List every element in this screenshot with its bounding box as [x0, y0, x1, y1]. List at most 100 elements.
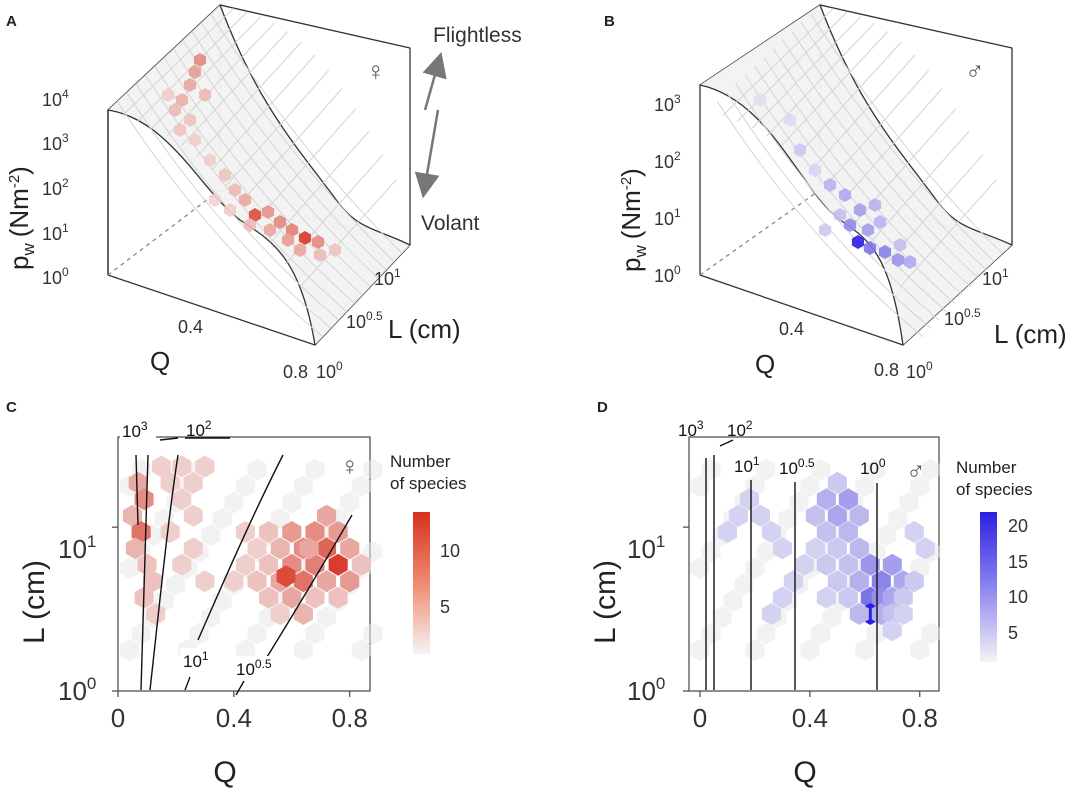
d-legend-colorbar [980, 512, 997, 662]
hexD-bg-hex-17 [756, 458, 776, 481]
arrow-up [422, 51, 447, 111]
hexA-hex-27 [208, 193, 222, 207]
gridA-line-b-6 [196, 41, 302, 158]
gridB-line-a-10 [800, 22, 995, 263]
hexC-hex-1 [134, 488, 154, 511]
panel-a-label: A [6, 13, 17, 30]
hexA-hex-20 [281, 233, 295, 247]
hexA-hex-14 [248, 208, 262, 222]
hexC-bg-hex-42 [317, 606, 337, 629]
hexC-bg-hex-19 [201, 524, 221, 547]
hexB-hex-3 [838, 188, 852, 202]
d-legend-title-2: of species [956, 480, 1033, 499]
hexC-hex-43 [328, 586, 348, 609]
panel-a-hexbins [161, 53, 342, 262]
hexC-hex-41 [305, 586, 325, 609]
hexA-hex-15 [261, 205, 275, 219]
b-l-axis-label: L (cm) [994, 319, 1067, 349]
hexA-hex-21 [263, 223, 277, 237]
d-contour-f [719, 439, 734, 447]
hexD-bg-hex-10 [734, 573, 754, 596]
gridB-line-b-1 [722, 7, 834, 116]
hexA-hex-8 [173, 123, 187, 137]
hexC-bg-hex-27 [247, 622, 267, 645]
hexC-bg-hex-53 [363, 458, 383, 481]
c-contour-b [140, 454, 149, 691]
hexC-hex-31 [293, 570, 313, 593]
hexC-hex-18 [195, 570, 215, 593]
hexC-hex-22 [282, 521, 302, 543]
hexC-hex-20 [259, 521, 279, 543]
c-female-symbol: ♀ [340, 451, 360, 481]
hexA-hex-5 [168, 103, 182, 117]
axisC-xtick-label-1: 0.4 [216, 703, 252, 733]
hexC-hex-40 [293, 603, 313, 625]
gridB-line-b-3 [752, 16, 862, 129]
hexC-hex-27 [340, 537, 360, 560]
gridA-line-b-13 [299, 179, 397, 288]
hexC-bg-hex-50 [351, 475, 371, 498]
hexA-hex-4 [175, 93, 189, 107]
a-z-axis-label: pw(Nm-2) [4, 166, 38, 270]
gridB-line-b-5 [781, 31, 889, 146]
gridB-line-b-11 [870, 130, 970, 243]
hexD-hex-28 [783, 570, 803, 593]
hexD-bg-hex-53 [921, 458, 941, 481]
hexD-hex-7 [838, 521, 858, 543]
hexD-hex-31 [750, 504, 770, 527]
hexA-hex-10 [203, 153, 217, 167]
panel-c: C 103 102 101 100.5 ♀ 0 0.4 0.8 101 100 L … [6, 399, 467, 788]
d-ytick-1: 100 [627, 674, 665, 706]
gridB-line-b-8 [825, 70, 929, 186]
c-contour-d [197, 454, 284, 641]
hexC-hex-47 [247, 537, 267, 560]
hexD-hex-0 [816, 488, 836, 511]
hexD-hex-34 [717, 521, 737, 543]
panel-d-axes: 0 0.4 0.8 [683, 526, 938, 733]
hexC-hex-13 [195, 455, 215, 478]
c-y-axis-label: L (cm) [18, 560, 51, 644]
gridB-line-a-1 [716, 101, 924, 338]
b-z-axis-label: pw(Nm-2) [616, 168, 650, 272]
d-y-axis-label: L (cm) [589, 560, 622, 644]
hexC-hex-33 [317, 537, 337, 560]
hexD-bg-hex-30 [822, 606, 842, 629]
hexC-hex-36 [247, 570, 267, 593]
hexD-bg-hex-13 [745, 557, 765, 580]
hexB-hex-9 [878, 245, 892, 259]
d-x-axis-label: Q [793, 756, 816, 788]
c-contour-h [159, 437, 230, 441]
panel-a: A 100 101 102 103 104 pw(Nm-2) 0.4 0.8 [4, 4, 522, 382]
volant-label: Volant [421, 212, 480, 235]
d-contour-label-100: 102 [727, 418, 753, 440]
c-ytick-1: 100 [58, 674, 96, 706]
a-qtick-0: 0.4 [178, 317, 203, 337]
c-contour-f [184, 676, 191, 691]
hexB-hex-12 [861, 223, 875, 237]
b-ltick-0: 100 [906, 359, 933, 382]
hexC-bg-hex-10 [166, 573, 186, 596]
hexC-hex-9 [151, 455, 171, 478]
hexB-hex-8 [863, 241, 877, 255]
hexD-bg-hex-39 [866, 622, 886, 645]
hexD-bg-hex-50 [910, 475, 930, 498]
hexB-hex-5 [868, 198, 882, 212]
gridB-line-b-9 [840, 88, 943, 203]
b-ztick-0: 100 [654, 263, 681, 286]
c-contour-label-10: 101 [183, 649, 209, 671]
hexD-bg-hex-41 [866, 458, 886, 481]
gridB-line-a-7 [772, 48, 971, 288]
hexC-bg-hex-33 [270, 507, 290, 530]
c-label-bg-1 [120, 418, 156, 440]
hexD-hex-26 [805, 537, 825, 560]
hexA-hex-24 [328, 243, 342, 257]
hexD-hex-35 [772, 586, 792, 609]
hexD-hex-40 [893, 603, 913, 625]
hexA-hex-0 [193, 53, 207, 67]
hexC-hex-34 [328, 553, 348, 576]
a-ztick-2: 102 [42, 176, 69, 199]
panel-d-label: D [597, 399, 608, 416]
hexA-hex-18 [298, 231, 312, 245]
hexA-hex-23 [313, 248, 327, 262]
hexA-hex-12 [228, 183, 242, 197]
